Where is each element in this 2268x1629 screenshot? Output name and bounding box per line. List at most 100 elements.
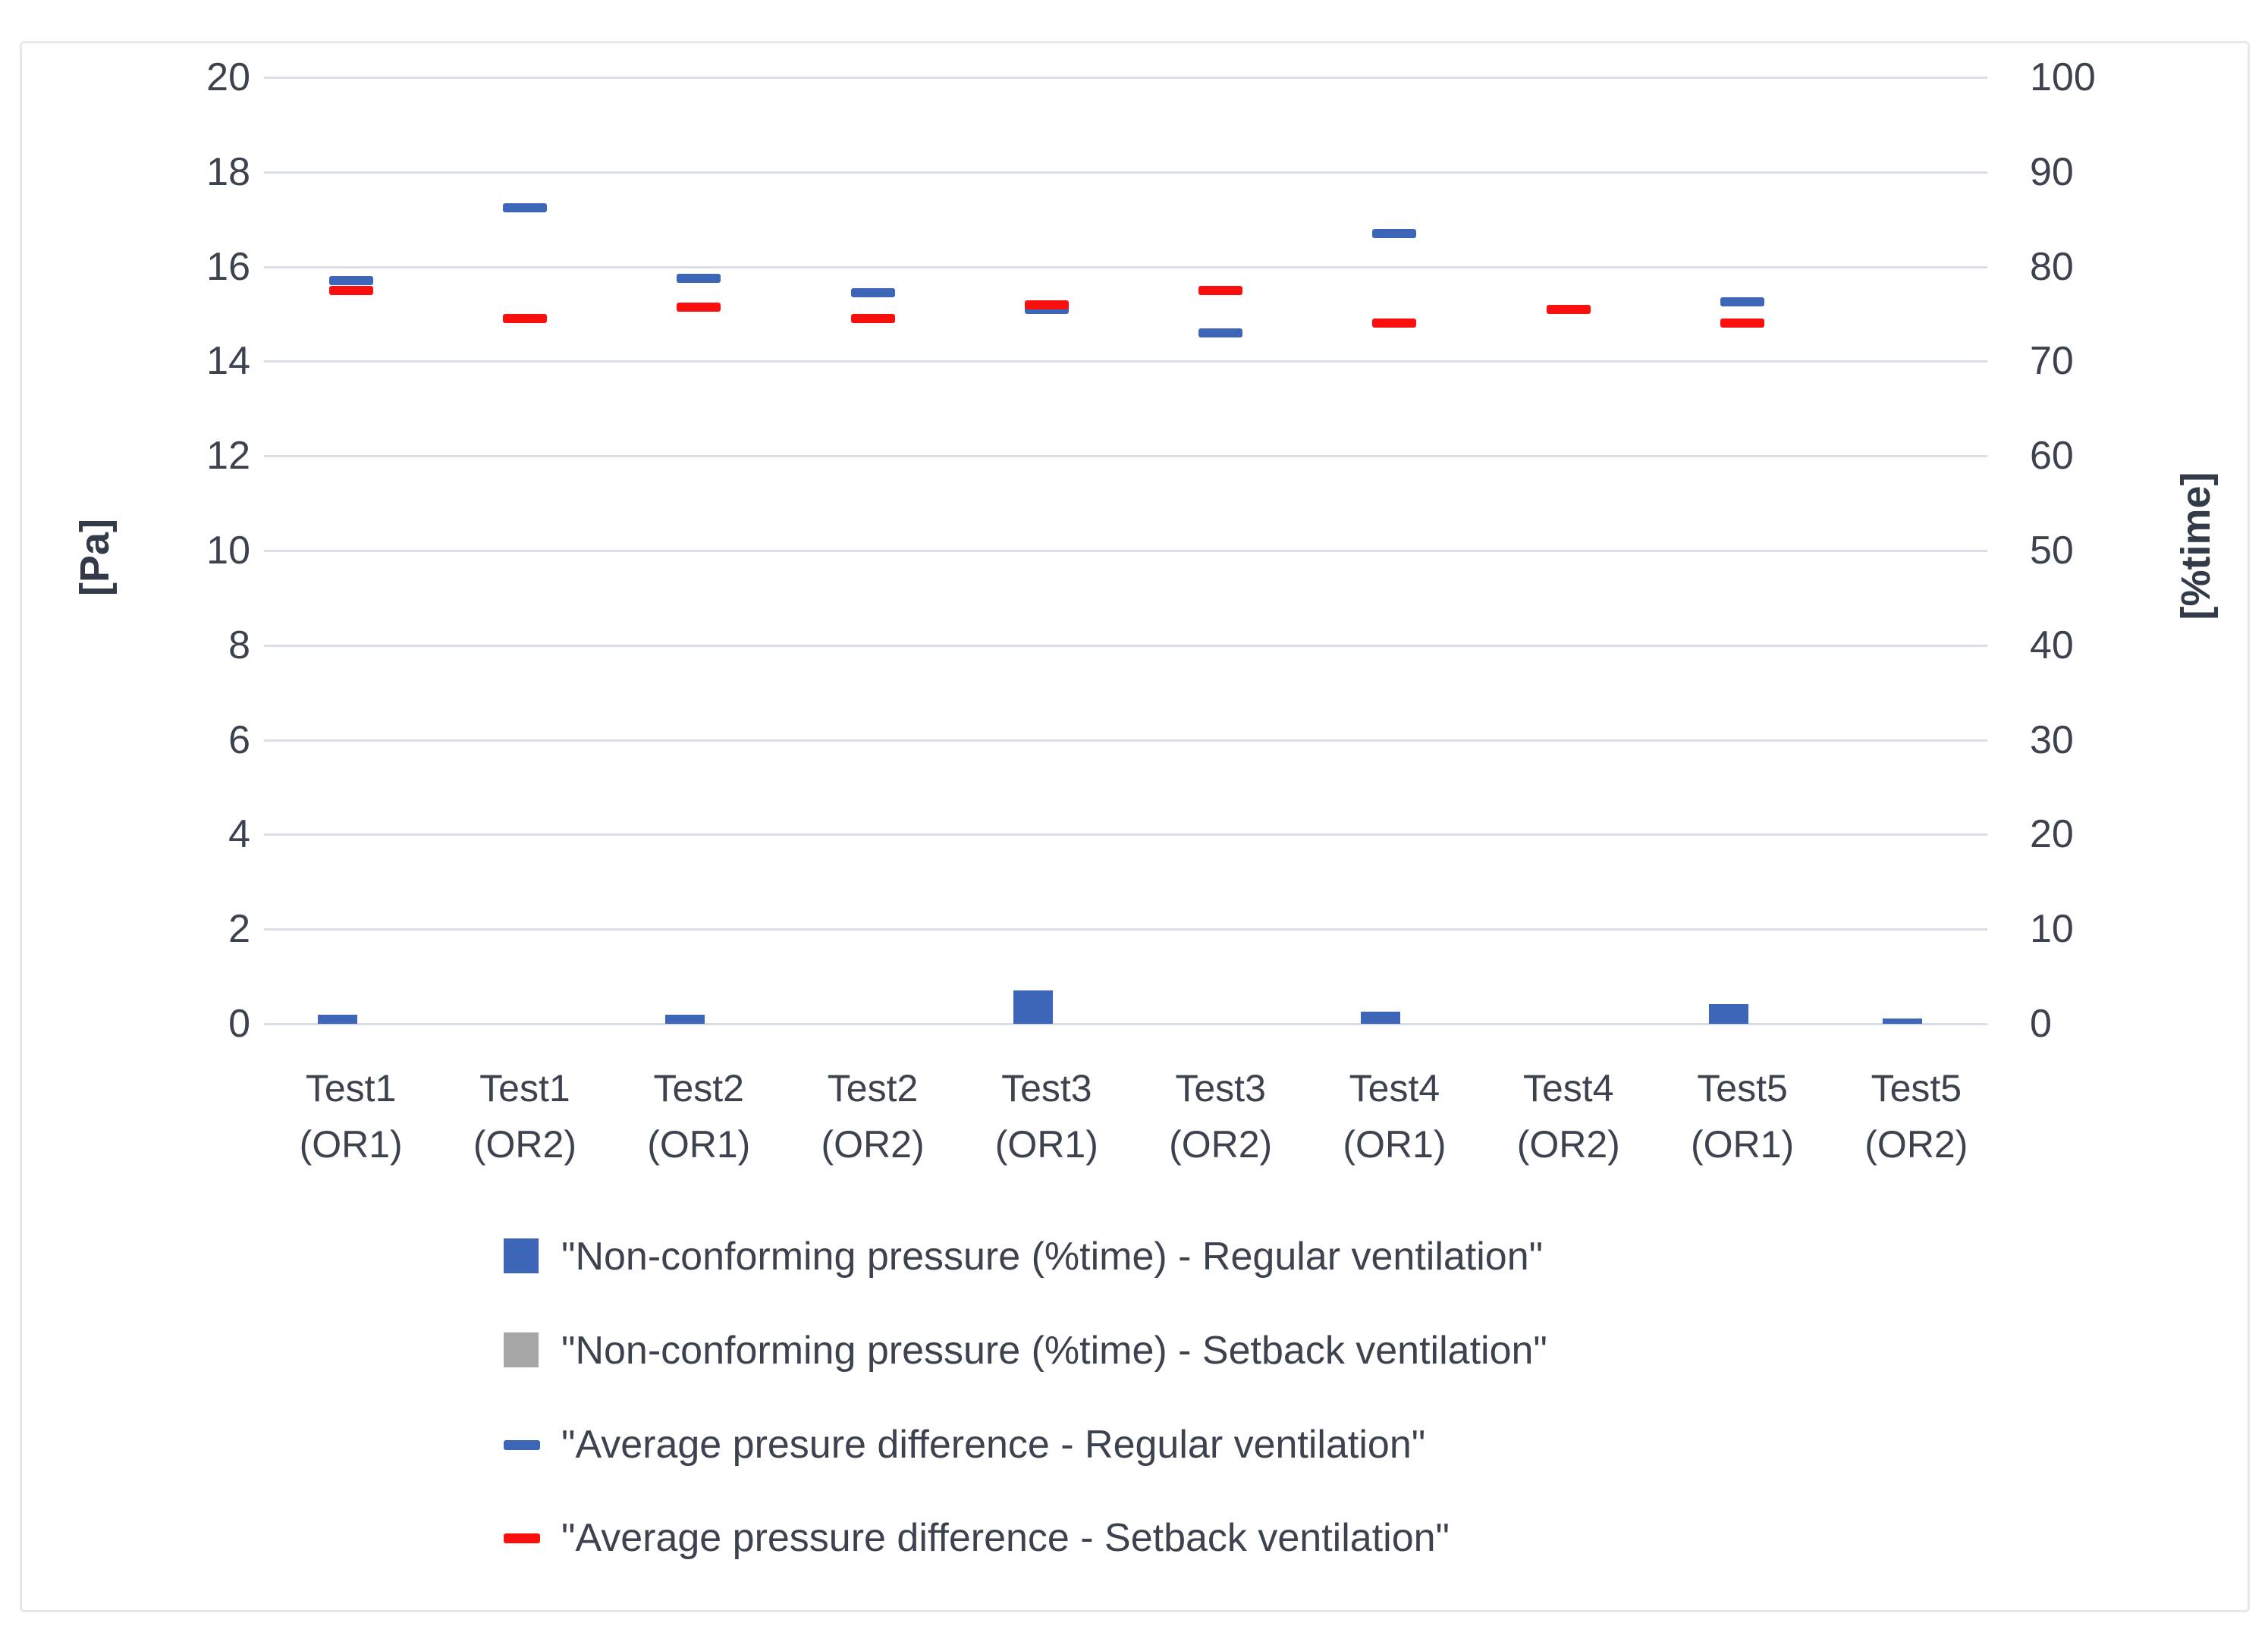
- dash-mark: [1024, 300, 1069, 309]
- category-label-line: Test4: [1522, 1067, 1614, 1110]
- category-label: Test2 (OR1): [608, 1060, 790, 1172]
- right-axis-tick-label: 100: [2030, 55, 2096, 99]
- category-label: Test4 (OR1): [1303, 1060, 1485, 1172]
- dash-mark: [850, 314, 895, 324]
- left-axis-tick-label: 18: [206, 149, 250, 194]
- category-label-line: (OR2): [473, 1123, 576, 1166]
- dash-mark: [1720, 319, 1765, 328]
- category-label-line: (OR1): [994, 1123, 1098, 1166]
- legend-square-icon: [504, 1238, 539, 1273]
- left-axis-tick-label: 12: [206, 434, 250, 479]
- left-axis-tick-label: 16: [206, 244, 250, 289]
- left-axis-tick-label: 10: [206, 529, 250, 573]
- category-label-line: Test3: [1001, 1067, 1092, 1110]
- category-label: Test4 (OR2): [1478, 1060, 1660, 1172]
- dash-mark: [1372, 319, 1417, 328]
- left-axis-tick-label: 2: [228, 907, 250, 952]
- category-label-line: Test5: [1697, 1067, 1788, 1110]
- gridline: [264, 739, 1987, 742]
- dash-mark: [1546, 304, 1591, 314]
- category-label-line: (OR1): [647, 1123, 751, 1166]
- right-axis-tick-label: 50: [2030, 529, 2074, 573]
- gridline: [264, 265, 1987, 268]
- dash-mark: [677, 274, 721, 284]
- category-label-line: (OR2): [1169, 1123, 1273, 1166]
- left-axis-tick-label: 8: [228, 623, 250, 667]
- category-label-line: Test4: [1349, 1067, 1440, 1110]
- category-label-line: (OR1): [1690, 1123, 1795, 1166]
- legend-dash-icon: [504, 1533, 540, 1543]
- dash-mark: [502, 202, 547, 212]
- gridline: [264, 644, 1987, 647]
- left-axis-tick-label: 14: [206, 339, 250, 384]
- dash-mark: [1720, 297, 1765, 307]
- right-axis-title-text: [%time]: [2173, 472, 2219, 620]
- category-label-line: Test1: [479, 1067, 570, 1110]
- gridline: [264, 928, 1987, 931]
- chart-frame: [20, 41, 2250, 1612]
- gridline: [264, 833, 1987, 836]
- right-axis-tick-label: 90: [2030, 149, 2074, 194]
- left-axis-tick-label: 0: [228, 1002, 250, 1046]
- left-axis-title-text: [Pa]: [72, 519, 118, 597]
- category-label: Test5 (OR2): [1825, 1060, 2007, 1172]
- right-axis-tick-label: 60: [2030, 434, 2074, 479]
- category-label: Test5 (OR1): [1651, 1060, 1833, 1172]
- gridline: [264, 1023, 1987, 1025]
- category-label: Test3 (OR1): [956, 1060, 1138, 1172]
- dash-mark: [328, 276, 373, 286]
- bar-mark: [1883, 1018, 1923, 1024]
- bar-mark: [665, 1014, 705, 1024]
- dash-mark: [1198, 328, 1243, 337]
- category-label-line: Test3: [1175, 1067, 1266, 1110]
- category-label: Test3 (OR2): [1129, 1060, 1311, 1172]
- category-label: Test1 (OR2): [434, 1060, 616, 1172]
- right-axis-tick-label: 30: [2030, 717, 2074, 762]
- left-axis-title: [Pa]: [30, 432, 159, 683]
- category-label-line: Test2: [827, 1067, 919, 1110]
- gridline: [264, 360, 1987, 363]
- dash-mark: [850, 287, 895, 297]
- right-axis-tick-label: 20: [2030, 812, 2074, 857]
- dash-mark: [328, 285, 373, 295]
- dash-mark: [1198, 285, 1243, 295]
- gridline: [264, 550, 1987, 552]
- category-label: Test2 (OR2): [782, 1060, 964, 1172]
- right-axis-tick-label: 0: [2030, 1002, 2052, 1046]
- bar-mark: [1361, 1011, 1401, 1024]
- legend-dash-icon: [504, 1440, 540, 1450]
- legend-item-label: "Non-conforming pressure (%time) - Regul…: [561, 1235, 1544, 1279]
- right-axis-tick-label: 80: [2030, 244, 2074, 289]
- legend-item-label: "Average pressure difference - Setback v…: [561, 1516, 1450, 1560]
- left-axis-tick-label: 20: [206, 55, 250, 99]
- right-axis-tick-label: 40: [2030, 623, 2074, 667]
- dash-mark: [677, 302, 721, 312]
- gridline: [264, 171, 1987, 174]
- gridline: [264, 77, 1987, 79]
- category-label: Test1 (OR1): [260, 1060, 442, 1172]
- category-label-line: (OR2): [1516, 1123, 1620, 1166]
- left-axis-tick-label: 6: [228, 717, 250, 762]
- category-label-line: Test2: [653, 1067, 744, 1110]
- right-axis-tick-label: 70: [2030, 339, 2074, 384]
- left-axis-tick-label: 4: [228, 812, 250, 857]
- right-axis-tick-label: 10: [2030, 907, 2074, 952]
- category-label-line: Test1: [305, 1067, 397, 1110]
- category-label-line: (OR2): [1864, 1123, 1968, 1166]
- category-label-line: (OR1): [299, 1123, 403, 1166]
- gridline: [264, 455, 1987, 458]
- category-label-line: Test5: [1871, 1067, 1962, 1110]
- dash-mark: [502, 314, 547, 324]
- dash-mark: [1372, 228, 1417, 238]
- category-label-line: (OR2): [821, 1123, 925, 1166]
- category-label-line: (OR1): [1343, 1123, 1447, 1166]
- bar-mark: [317, 1014, 357, 1024]
- legend-square-icon: [504, 1332, 539, 1367]
- legend-item-label: "Non-conforming pressure (%time) - Setba…: [561, 1329, 1547, 1373]
- bar-mark: [1013, 990, 1053, 1024]
- right-axis-title: [%time]: [2124, 417, 2268, 675]
- legend-item-label: "Average presure difference - Regular ve…: [561, 1423, 1426, 1467]
- bar-mark: [1709, 1003, 1749, 1024]
